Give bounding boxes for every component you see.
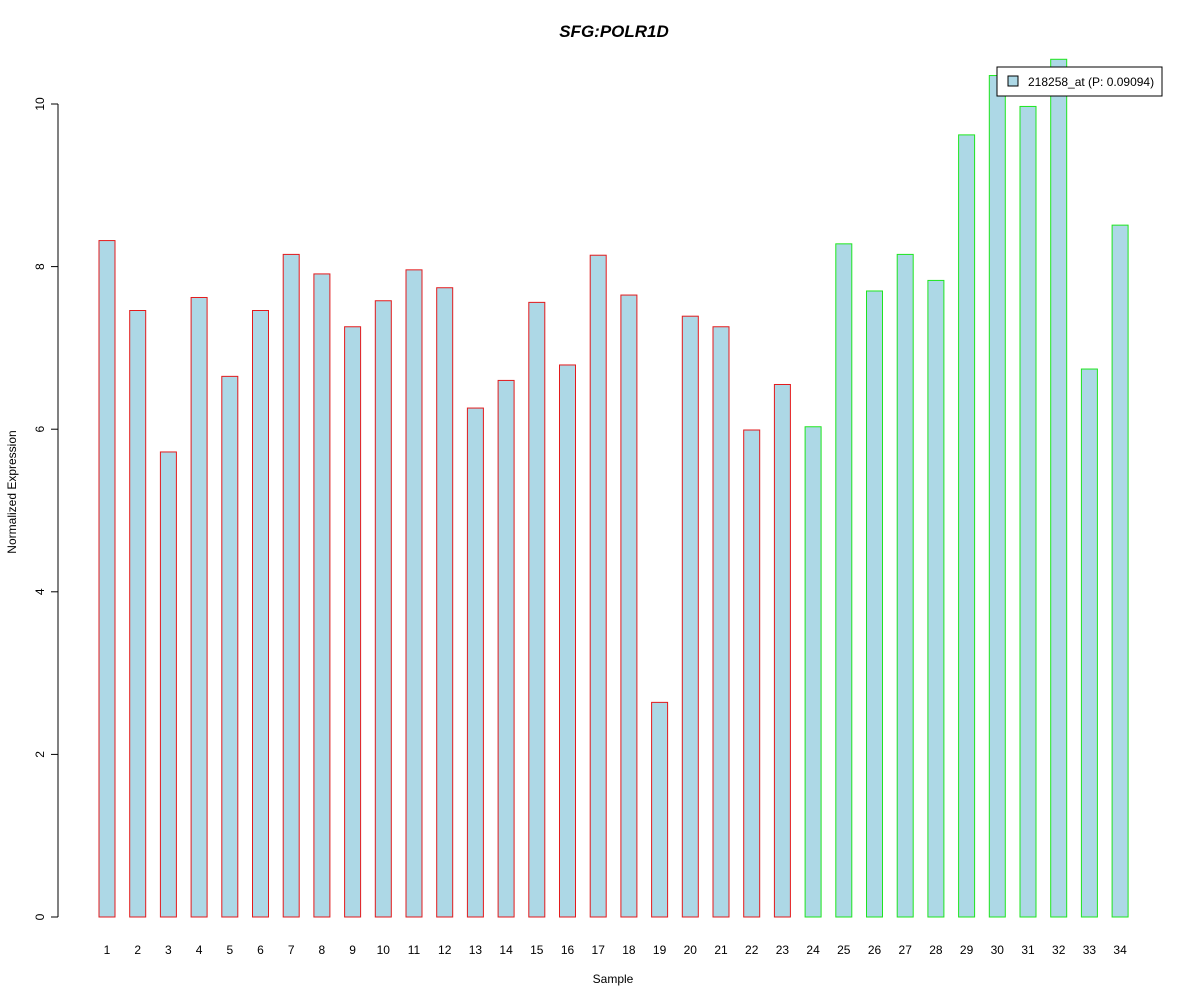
y-tick-label: 6 [33,426,47,433]
x-tick-label: 33 [1083,943,1097,957]
bar-sample-1 [98,240,116,918]
x-tick-label: 1 [104,943,111,957]
x-tick-label: 13 [469,943,483,957]
chart-title: SFG:POLR1D [559,22,669,41]
bar-sample-34 [1111,224,1129,918]
y-tick-label: 4 [33,588,47,595]
bar-sample-26 [866,290,883,918]
bar-sample-5 [221,375,239,918]
x-tick-label: 28 [929,943,943,957]
bar-sample-29 [958,134,976,918]
bar-sample-33 [1080,368,1098,918]
x-tick-label: 34 [1113,943,1127,957]
x-tick-label: 23 [776,943,790,957]
y-axis: 0 2 4 6 8 10 [33,97,59,920]
x-tick-label: 14 [499,943,513,957]
x-tick-label: 25 [837,943,851,957]
x-tick-label: 15 [530,943,544,957]
x-tick-label: 16 [561,943,575,957]
x-tick-label: 24 [806,943,820,957]
bar-sample-13 [466,407,484,918]
x-tick-label: 22 [745,943,759,957]
y-tick-label: 0 [33,913,47,920]
bar-sample-14 [497,379,515,918]
x-tick-label: 19 [653,943,667,957]
bar-sample-10 [374,300,392,918]
bar-sample-3 [159,451,177,918]
bar-sample-11 [405,269,423,918]
x-tick-label: 2 [134,943,141,957]
x-tick-label: 4 [196,943,203,957]
bar-sample-15 [528,301,546,918]
y-tick-label: 10 [33,97,47,111]
bar-sample-25 [835,243,853,918]
x-tick-label: 5 [226,943,233,957]
y-axis-title: Normalized Expression [5,430,19,553]
x-tick-label: 6 [257,943,264,957]
legend-label: 218258_at (P: 0.09094) [1028,75,1154,89]
bar-sample-23 [773,383,791,918]
bar-sample-24 [804,426,822,918]
x-tick-label: 20 [684,943,698,957]
bar-sample-31 [1019,105,1037,918]
x-tick-label: 30 [991,943,1005,957]
bar-sample-32 [1050,58,1068,918]
bar-sample-27 [896,253,914,918]
bar-sample-6 [252,310,269,918]
x-tick-label: 3 [165,943,172,957]
bar-sample-17 [589,254,607,918]
bar-sample-19 [651,701,669,918]
x-tick-label: 10 [377,943,391,957]
x-tick-label: 26 [868,943,882,957]
legend-swatch [1007,75,1019,87]
bar-sample-21 [712,326,730,918]
bar-sample-28 [927,279,945,918]
x-tick-label: 17 [592,943,606,957]
x-tick-label: 32 [1052,943,1066,957]
bar-sample-9 [344,326,362,918]
bar-sample-4 [190,296,208,918]
bar-sample-20 [681,315,699,918]
x-tick-label: 18 [622,943,636,957]
x-axis-title: Sample [593,972,634,986]
bars-group [98,58,1129,918]
bar-sample-30 [988,75,1006,918]
x-tick-label: 7 [288,943,295,957]
bar-sample-12 [436,287,454,918]
x-axis-tick-labels: 1 2 3 4 5 6 7 8 9 10 11 12 13 14 15 16 17 18 19 20 21 22 23 24 2… [104,943,1127,957]
x-tick-label: 31 [1021,943,1035,957]
y-tick-label: 2 [33,751,47,758]
x-tick-label: 27 [899,943,913,957]
bar-sample-22 [743,429,761,918]
legend: 218258_at (P: 0.09094) [996,66,1163,97]
bar-sample-18 [620,294,638,918]
bar-sample-8 [313,273,331,918]
x-tick-label: 8 [319,943,326,957]
bar-sample-2 [129,310,147,918]
bar-sample-16 [559,364,576,918]
x-tick-label: 12 [438,943,452,957]
x-tick-label: 21 [714,943,728,957]
y-tick-label: 8 [33,263,47,270]
x-tick-label: 9 [349,943,356,957]
bar-sample-7 [282,253,300,918]
legend-box [996,66,1163,97]
x-tick-label: 11 [408,943,421,957]
x-tick-label: 29 [960,943,974,957]
